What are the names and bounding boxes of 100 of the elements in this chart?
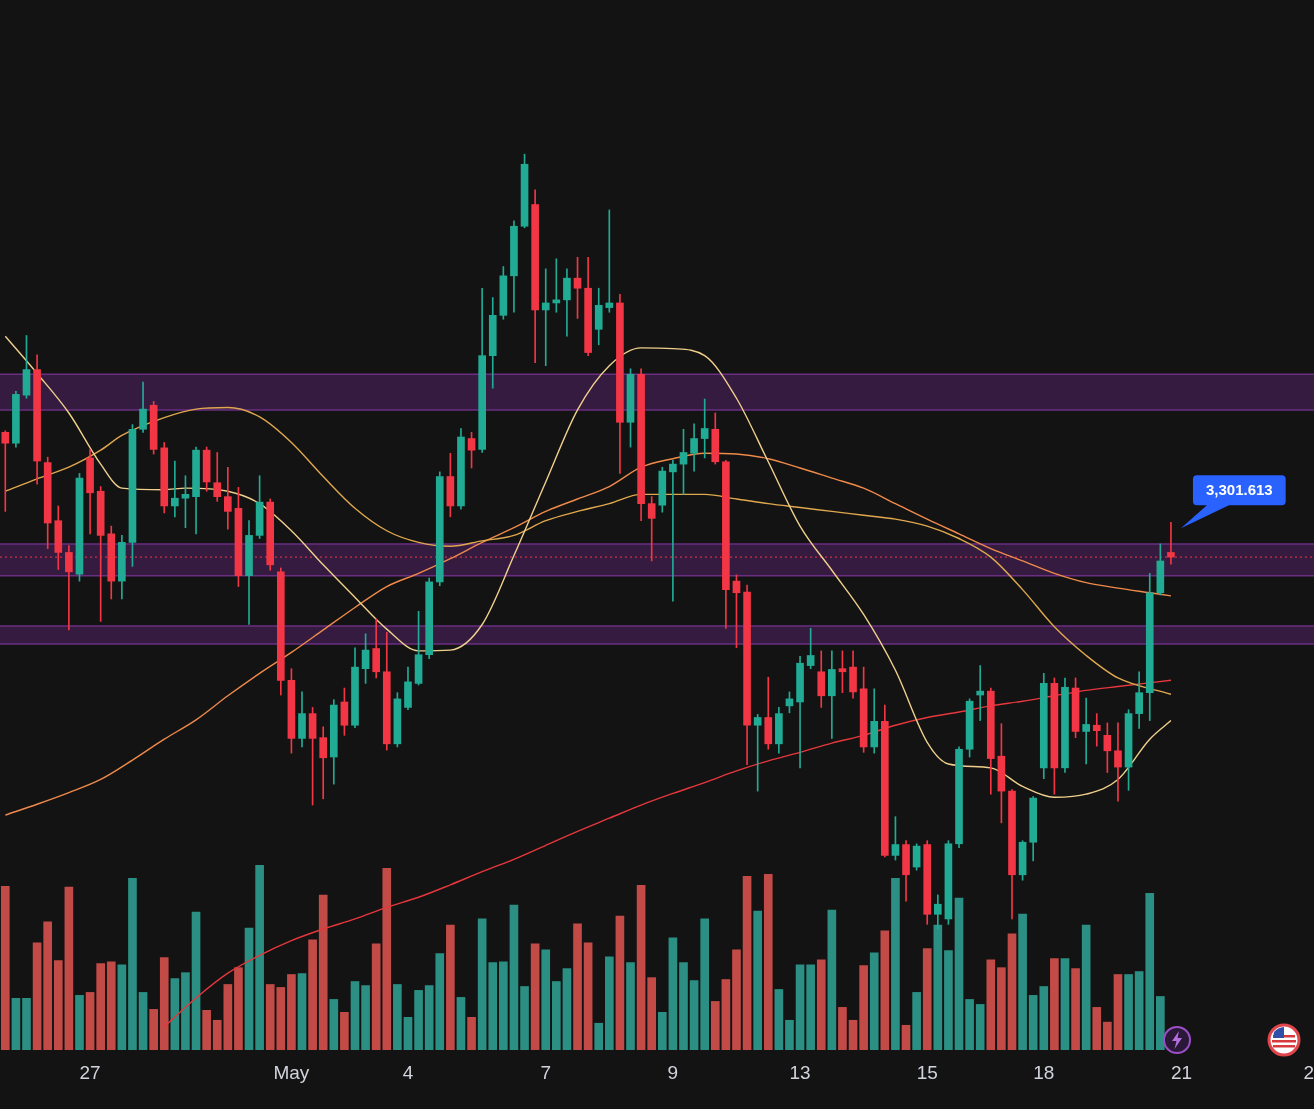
- bar: [255, 865, 264, 1050]
- bar: [742, 875, 752, 1050]
- bar: [149, 1009, 158, 1050]
- bar: [488, 962, 498, 1050]
- bar: [340, 1012, 349, 1050]
- bar: [32, 942, 42, 1050]
- bar: [774, 989, 784, 1050]
- bar: [594, 1022, 604, 1050]
- bar: [297, 973, 307, 1050]
- bar: [965, 999, 974, 1050]
- candlestick: [224, 466, 232, 530]
- bar: [806, 964, 815, 1050]
- bar: [499, 961, 508, 1050]
- bar: [1050, 958, 1059, 1050]
- bar: [891, 878, 900, 1050]
- bar: [753, 910, 762, 1050]
- bar: [361, 985, 370, 1050]
- bar: [446, 924, 455, 1050]
- bar: [96, 963, 105, 1050]
- bar: [75, 995, 84, 1050]
- bar: [191, 911, 201, 1050]
- bar: [1081, 924, 1091, 1050]
- bar: [1103, 1021, 1112, 1050]
- candlestick: [1092, 713, 1101, 747]
- bar: [467, 1017, 476, 1050]
- bar: [456, 997, 466, 1050]
- bar: [138, 992, 148, 1050]
- bar: [350, 981, 360, 1050]
- bar: [85, 992, 95, 1050]
- bar: [901, 1024, 911, 1050]
- candlestick: [1082, 697, 1090, 765]
- bar: [106, 961, 116, 1050]
- bar: [43, 921, 53, 1050]
- bar: [128, 878, 137, 1050]
- candlestick: [605, 209, 614, 313]
- bar: [1145, 892, 1155, 1050]
- bar: [530, 943, 540, 1050]
- bar: [1134, 971, 1144, 1050]
- bar: [0, 885, 10, 1050]
- bar: [64, 886, 74, 1050]
- bar: [117, 964, 127, 1050]
- bar: [848, 1019, 858, 1050]
- candlestick: [541, 268, 550, 367]
- bar: [795, 964, 805, 1050]
- bar: [710, 1001, 720, 1050]
- bar: [816, 959, 826, 1050]
- candlestick: [171, 460, 179, 518]
- bar: [933, 924, 943, 1050]
- bar: [647, 977, 657, 1050]
- bar: [318, 894, 328, 1050]
- bar: [689, 980, 699, 1050]
- x-tick-label: 2: [1303, 1061, 1314, 1083]
- bar: [53, 960, 63, 1050]
- x-tick-label: 21: [1170, 1061, 1193, 1083]
- bar: [636, 885, 646, 1050]
- bar: [414, 990, 423, 1050]
- bar: [308, 939, 317, 1050]
- candlestick: [976, 665, 985, 721]
- candlestick: [1114, 722, 1122, 802]
- bar: [1060, 958, 1070, 1050]
- bar: [159, 957, 169, 1050]
- bar: [1071, 968, 1080, 1050]
- bar: [435, 953, 445, 1050]
- bar: [234, 967, 243, 1050]
- bar: [403, 1017, 413, 1050]
- bar: [329, 999, 339, 1050]
- x-tick-label: 18: [1033, 1061, 1055, 1083]
- bar: [573, 923, 582, 1050]
- bar: [1124, 974, 1133, 1050]
- x-tick-label: 9: [667, 1061, 679, 1083]
- bar: [541, 949, 551, 1050]
- bar: [477, 918, 487, 1050]
- bar: [212, 1019, 222, 1050]
- bar: [1092, 1007, 1102, 1050]
- bar: [287, 974, 296, 1050]
- bar: [1156, 996, 1165, 1050]
- bar: [244, 927, 254, 1050]
- x-tick-label: 27: [79, 1061, 101, 1083]
- bar: [700, 918, 710, 1050]
- bar: [838, 1007, 847, 1050]
- bar: [170, 978, 180, 1050]
- x-tick-label: 7: [540, 1061, 552, 1083]
- candlestick: [65, 545, 73, 631]
- x-tick-label: 4: [402, 1061, 414, 1083]
- bar: [520, 986, 529, 1050]
- x-tick-label: 13: [789, 1061, 811, 1083]
- bar: [732, 949, 741, 1050]
- bar: [22, 997, 31, 1050]
- bar: [997, 967, 1006, 1050]
- bar: [202, 1009, 211, 1050]
- annotation: 3,301.613: [1205, 481, 1273, 499]
- bar: [869, 952, 879, 1050]
- bar: [583, 942, 593, 1050]
- bar: [1113, 974, 1123, 1050]
- bar: [181, 972, 190, 1050]
- bar: [11, 997, 21, 1050]
- bar: [975, 1004, 985, 1050]
- bar: [424, 985, 434, 1050]
- x-tick-label: May: [273, 1061, 310, 1083]
- candlestick: [669, 459, 677, 602]
